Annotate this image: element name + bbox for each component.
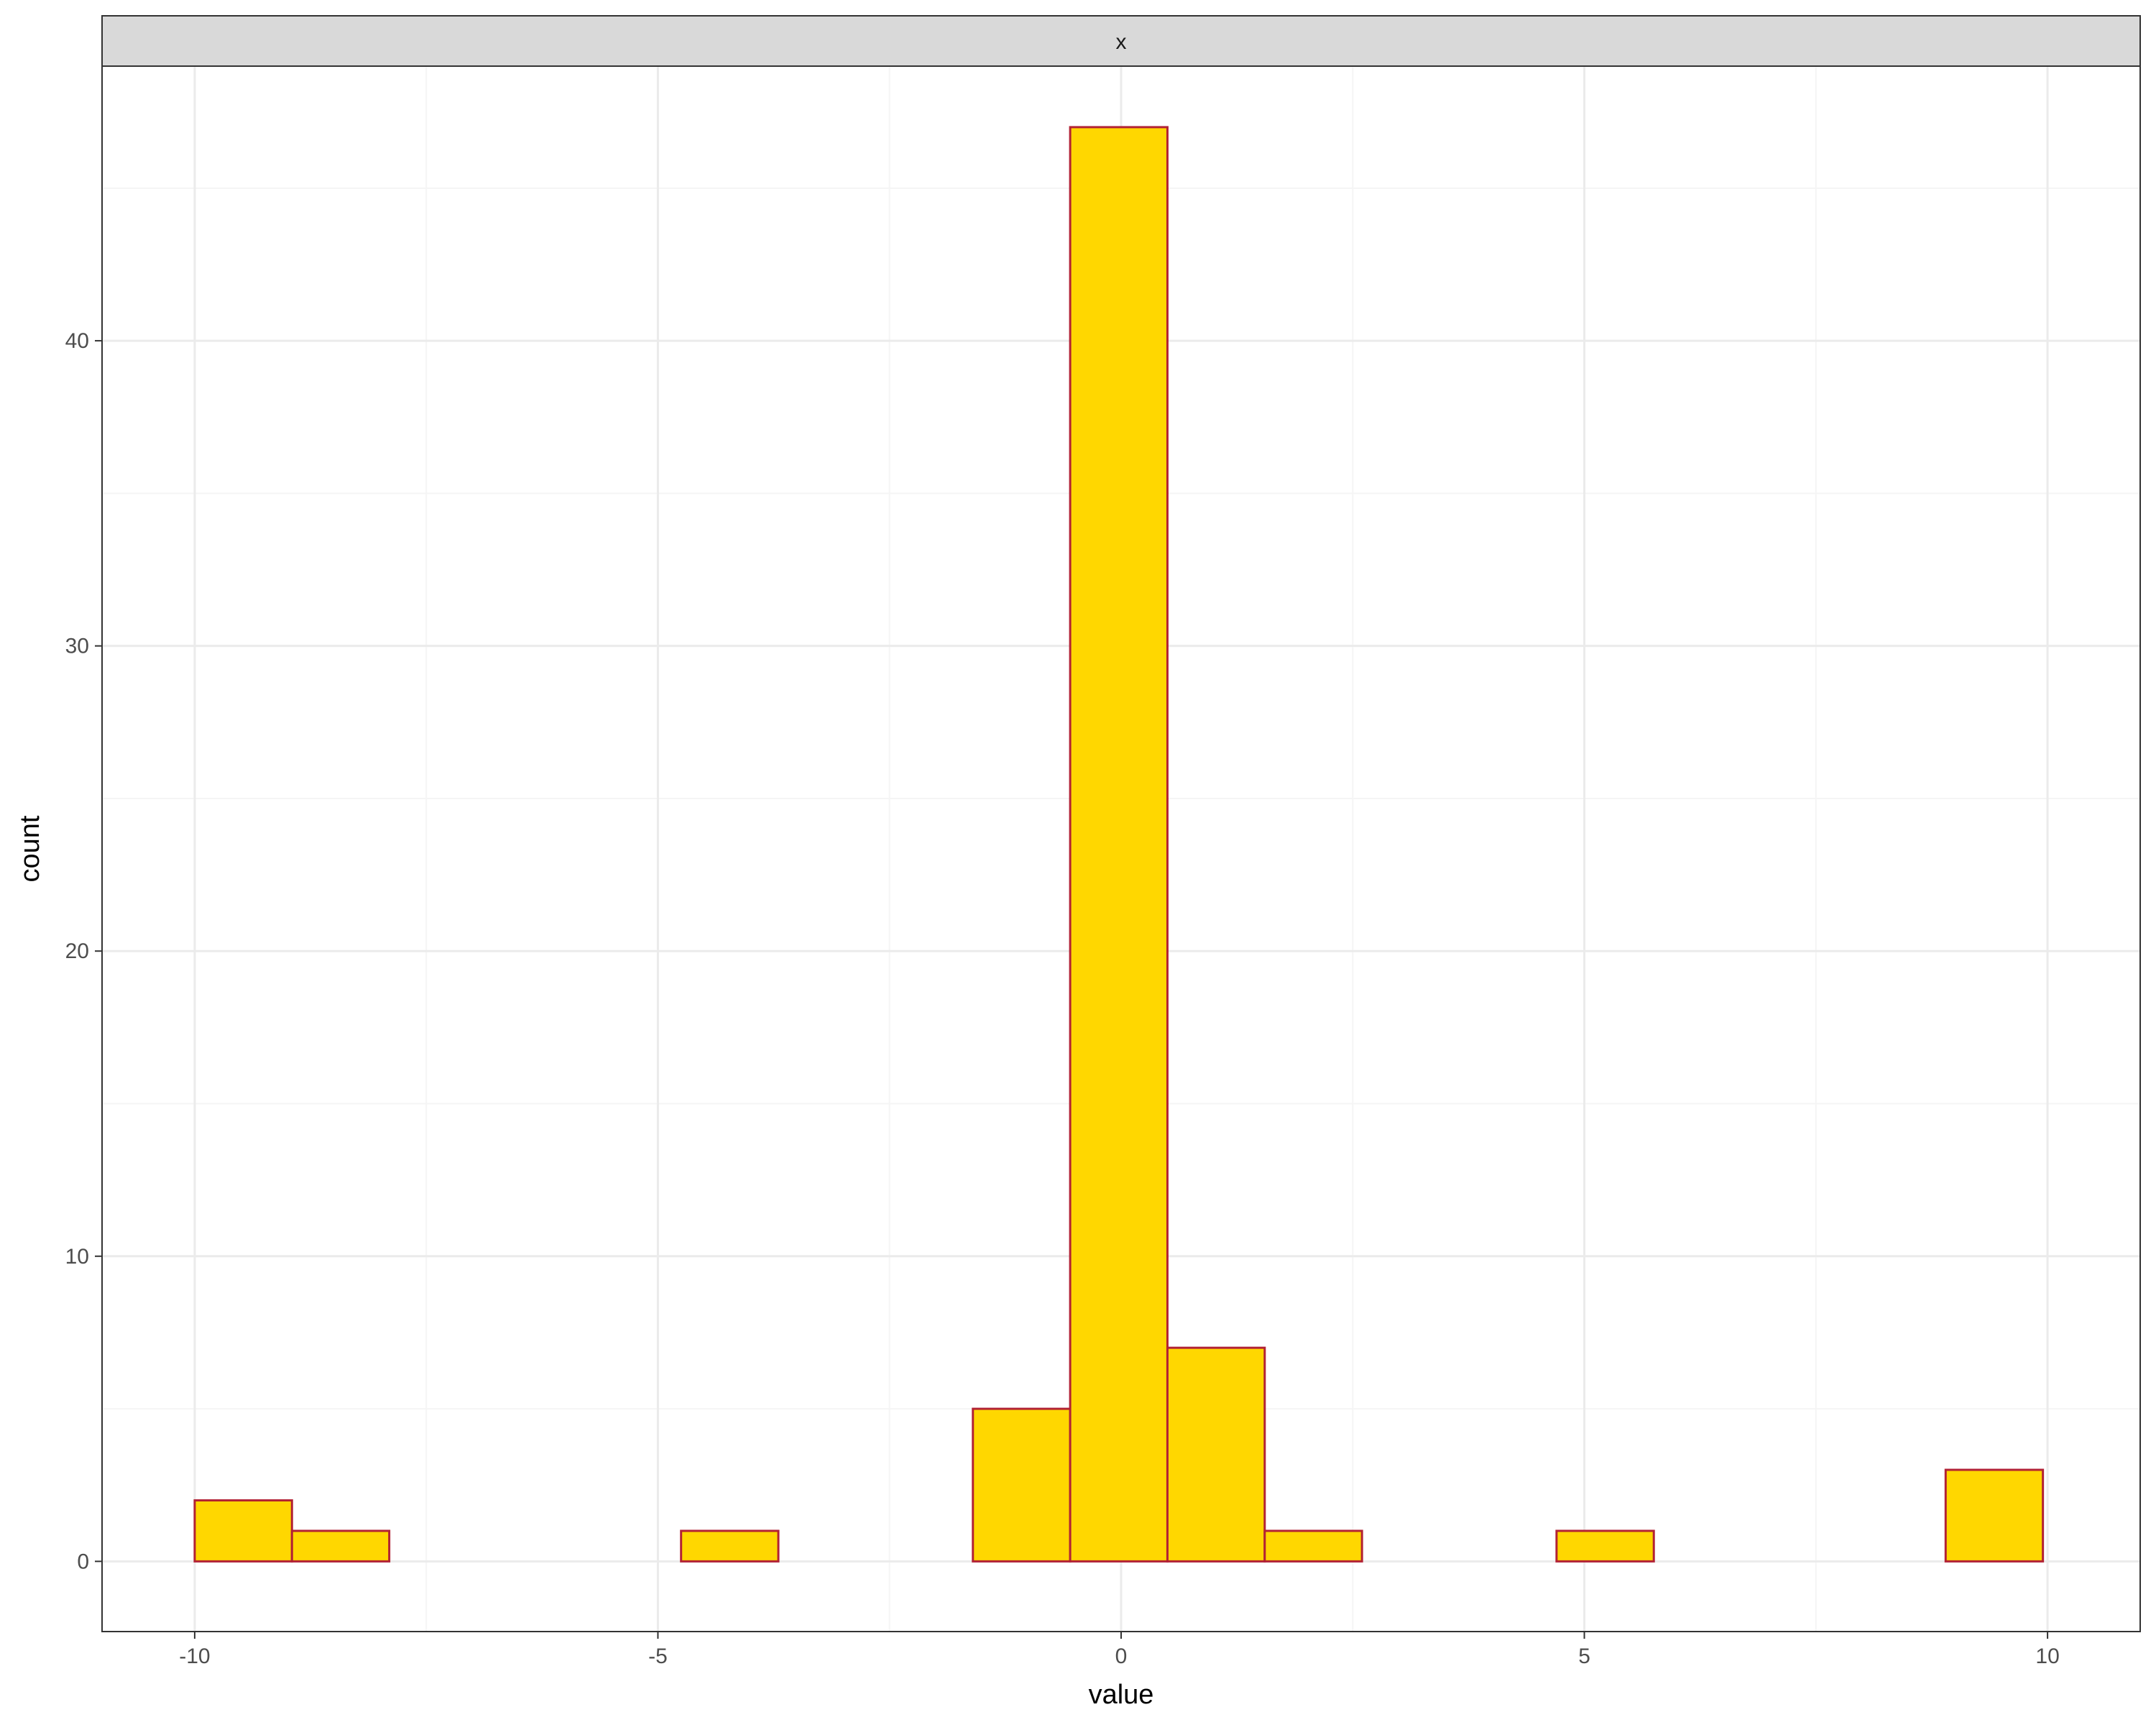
histogram-bar [1263, 1530, 1363, 1563]
histogram-bar [1166, 1346, 1266, 1563]
histogram-bar [193, 1499, 293, 1563]
y-tick-label: 0 [77, 1550, 89, 1573]
histogram-bar [972, 1407, 1072, 1563]
y-tick-label: 20 [65, 939, 89, 963]
y-axis: 0 10 20 30 40 [65, 329, 102, 1573]
histogram-bar [1555, 1530, 1655, 1563]
x-tick-label: 10 [2035, 1644, 2059, 1668]
y-tick-label: 10 [65, 1245, 89, 1269]
histogram-bar [680, 1530, 780, 1563]
x-tick-label: -10 [179, 1644, 210, 1668]
y-axis-title: count [15, 815, 45, 882]
histogram-bar [1069, 126, 1169, 1563]
y-tick-label: 40 [65, 329, 89, 353]
histogram-bars [193, 126, 2045, 1563]
histogram-bar [290, 1530, 391, 1563]
x-tick-label: 5 [1578, 1644, 1590, 1668]
facet-strip [101, 15, 2141, 67]
x-tick-label: 0 [1115, 1644, 1128, 1668]
x-axis: -10 -5 0 5 10 [179, 1632, 2060, 1668]
y-tick-label: 30 [65, 635, 89, 658]
x-tick-label: -5 [648, 1644, 668, 1668]
facet-strip-label: x [1116, 30, 1127, 54]
histogram-bar [1944, 1468, 2045, 1563]
x-axis-title: value [1089, 1680, 1154, 1710]
